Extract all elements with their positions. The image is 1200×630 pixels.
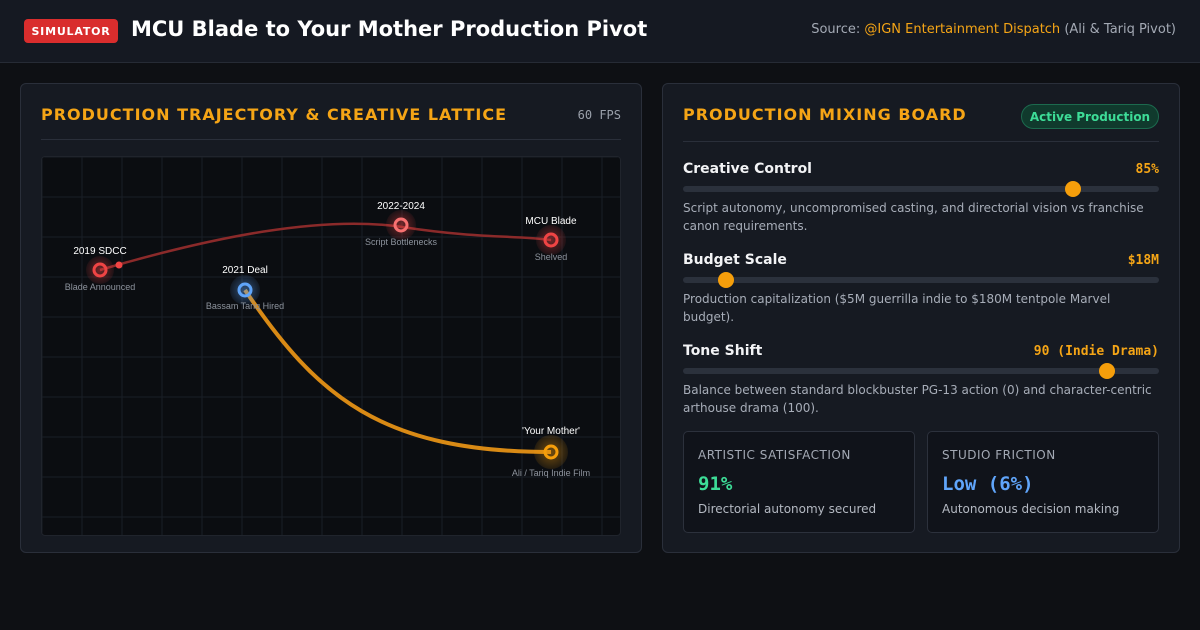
fps-counter: 60 FPS	[577, 108, 621, 122]
creative-control-label: Creative Control	[683, 161, 812, 177]
divider	[683, 141, 1159, 142]
production-status-badge: Active Production	[1021, 104, 1159, 129]
node-label: MCU Blade	[525, 216, 577, 227]
source-suffix: (Ali & Tariq Pivot)	[1060, 22, 1176, 37]
mixing-board-title: PRODUCTION MIXING BOARD	[683, 105, 967, 124]
trajectory-canvas[interactable]: 2019 SDCC Blade Announced 2021 Deal Bass…	[41, 156, 621, 536]
slider-thumb[interactable]	[717, 272, 734, 288]
node-sublabel: Ali / Tariq Indie Film	[512, 468, 590, 478]
budget-scale-value: $18M	[1127, 253, 1159, 268]
source-prefix: Source:	[811, 22, 865, 37]
node-2021-deal[interactable]: 2021 Deal Bassam Tariq Hired	[206, 265, 284, 311]
path-marker	[115, 261, 123, 269]
source-credit: Source: @IGN Entertainment Dispatch (Ali…	[811, 22, 1176, 37]
slider-thumb[interactable]	[1098, 363, 1115, 379]
creative-control-slider[interactable]	[683, 181, 1159, 197]
node-sublabel: Bassam Tariq Hired	[206, 301, 284, 311]
indie-pivot-path	[243, 288, 552, 454]
stat-note: Directorial autonomy secured	[698, 502, 877, 516]
stat-label: STUDIO FRICTION	[942, 448, 1056, 462]
node-label: 2019 SDCC	[73, 246, 126, 257]
page-title: MCU Blade to Your Mother Production Pivo…	[131, 17, 648, 41]
stat-value: Low (6%)	[942, 473, 1034, 495]
creative-control-value: 85%	[1135, 162, 1159, 177]
node-label: 'Your Mother'	[522, 426, 580, 437]
artistic-satisfaction-card: ARTISTIC SATISFACTION 91% Directorial au…	[683, 431, 915, 533]
divider	[41, 139, 621, 140]
budget-scale-slider[interactable]	[683, 272, 1159, 288]
lattice-grid	[42, 157, 620, 535]
studio-friction-card: STUDIO FRICTION Low (6%) Autonomous deci…	[927, 431, 1159, 533]
tone-shift-description: Balance between standard blockbuster PG-…	[683, 383, 1152, 415]
node-mcu-blade[interactable]: MCU Blade Shelved	[525, 216, 577, 262]
budget-scale-label: Budget Scale	[683, 252, 787, 268]
creative-control-description: Script autonomy, uncompromised casting, …	[683, 201, 1144, 233]
node-label: 2021 Deal	[222, 265, 268, 276]
stat-note: Autonomous decision making	[942, 502, 1120, 516]
node-2019-sdcc[interactable]: 2019 SDCC Blade Announced	[65, 246, 136, 292]
trajectory-panel-title: PRODUCTION TRAJECTORY & CREATIVE LATTICE	[41, 105, 508, 124]
source-link[interactable]: @IGN Entertainment Dispatch	[864, 22, 1061, 37]
mcu-development-path	[99, 222, 552, 272]
node-2022-2024[interactable]: 2022-2024 Script Bottlenecks	[365, 201, 438, 247]
trajectory-panel: PRODUCTION TRAJECTORY & CREATIVE LATTICE…	[20, 83, 642, 553]
node-sublabel: Script Bottlenecks	[365, 237, 438, 247]
node-your-mother[interactable]: 'Your Mother' Ali / Tariq Indie Film	[512, 426, 590, 478]
node-label: 2022-2024	[377, 201, 425, 212]
stat-label: ARTISTIC SATISFACTION	[698, 448, 851, 462]
top-header-bar: SIMULATOR MCU Blade to Your Mother Produ…	[0, 0, 1200, 63]
mixing-board-panel: PRODUCTION MIXING BOARD Active Productio…	[662, 83, 1180, 553]
simulator-badge: SIMULATOR	[24, 19, 118, 43]
stat-value: 91%	[698, 473, 733, 495]
node-sublabel: Shelved	[535, 252, 568, 262]
slider-thumb[interactable]	[1065, 181, 1082, 197]
tone-shift-label: Tone Shift	[683, 343, 763, 359]
tone-shift-slider[interactable]	[683, 363, 1159, 379]
node-sublabel: Blade Announced	[65, 282, 136, 292]
tone-shift-value: 90 (Indie Drama)	[1033, 344, 1159, 359]
budget-scale-description: Production capitalization ($5M guerrilla…	[683, 292, 1111, 324]
trajectory-svg[interactable]: 2019 SDCC Blade Announced 2021 Deal Bass…	[42, 157, 621, 536]
